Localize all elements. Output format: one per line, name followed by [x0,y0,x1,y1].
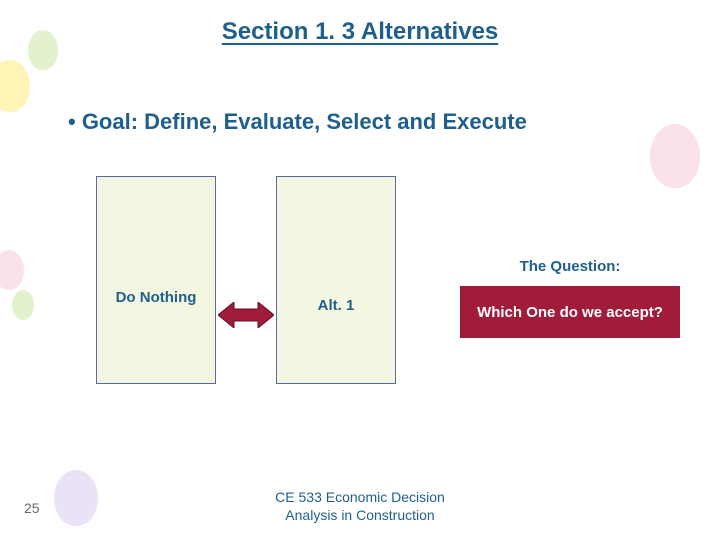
footer-line1: CE 533 Economic Decision [275,489,445,505]
alternative-label-do-nothing: Do Nothing [97,289,215,308]
balloon-icon [0,250,24,290]
alternative-label-alt1: Alt. 1 [277,297,395,314]
footer-line2: Analysis in Construction [285,507,434,523]
balloon-icon [12,290,34,320]
goal-bullet: • Goal: Define, Evaluate, Select and Exe… [68,108,680,137]
slide-title: Section 1. 3 Alternatives [0,18,720,46]
alternative-box-alt1: Alt. 1 [276,176,396,384]
alternative-box-do-nothing: Do Nothing [96,176,216,384]
page-number: 25 [24,500,40,516]
footer-text: CE 533 Economic Decision Analysis in Con… [0,489,720,524]
balloon-icon [0,60,30,112]
question-title: The Question: [470,258,670,275]
question-callout: Which One do we accept? [460,286,680,338]
compare-arrow-icon [218,302,274,328]
question-callout-text: Which One do we accept? [477,304,663,321]
